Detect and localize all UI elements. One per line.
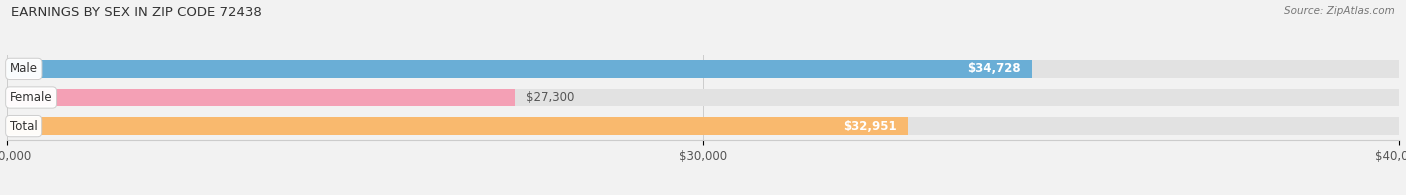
Bar [7,89,1399,106]
Bar [7,117,908,135]
Bar [7,60,1399,78]
Bar [7,89,515,106]
Text: Male: Male [10,62,38,75]
Text: $32,951: $32,951 [844,120,897,133]
Text: Source: ZipAtlas.com: Source: ZipAtlas.com [1284,6,1395,16]
Text: $34,728: $34,728 [967,62,1021,75]
Text: EARNINGS BY SEX IN ZIP CODE 72438: EARNINGS BY SEX IN ZIP CODE 72438 [11,6,262,19]
Text: Total: Total [10,120,38,133]
Bar [7,117,1399,135]
Text: Female: Female [10,91,52,104]
Bar [7,60,1032,78]
Text: $27,300: $27,300 [526,91,575,104]
